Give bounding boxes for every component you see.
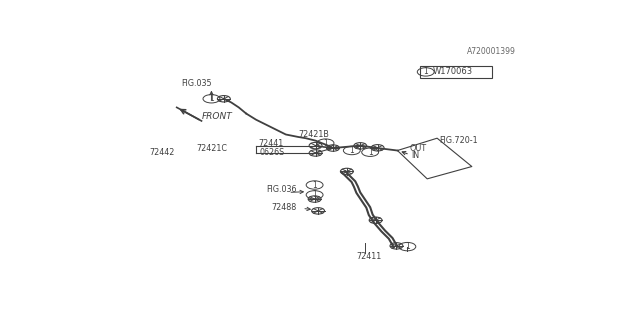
Text: 72441: 72441 <box>259 139 284 148</box>
Text: 1: 1 <box>209 94 214 103</box>
Text: 0626S: 0626S <box>260 148 285 157</box>
Text: W170063: W170063 <box>433 68 473 76</box>
Text: OUT: OUT <box>410 144 427 153</box>
Text: 1: 1 <box>323 139 328 148</box>
Text: 1: 1 <box>405 242 410 251</box>
Text: FIG.720-1: FIG.720-1 <box>440 136 478 145</box>
Text: FRONT: FRONT <box>202 111 232 121</box>
Text: FIG.036: FIG.036 <box>266 185 296 195</box>
Text: 72421C: 72421C <box>196 144 228 153</box>
Text: 1: 1 <box>312 180 317 189</box>
Text: 1: 1 <box>423 68 428 76</box>
Text: FIG.035: FIG.035 <box>182 79 212 89</box>
Text: 1: 1 <box>368 148 372 157</box>
Text: 72488: 72488 <box>271 203 296 212</box>
Text: 72442: 72442 <box>150 148 175 157</box>
Bar <box>420 66 492 78</box>
Text: 1: 1 <box>349 146 354 155</box>
Text: 72411: 72411 <box>356 252 381 261</box>
Text: 72421B: 72421B <box>298 130 329 139</box>
Text: 1: 1 <box>312 190 317 199</box>
Text: IN: IN <box>412 151 419 160</box>
Text: A720001399: A720001399 <box>467 47 516 56</box>
